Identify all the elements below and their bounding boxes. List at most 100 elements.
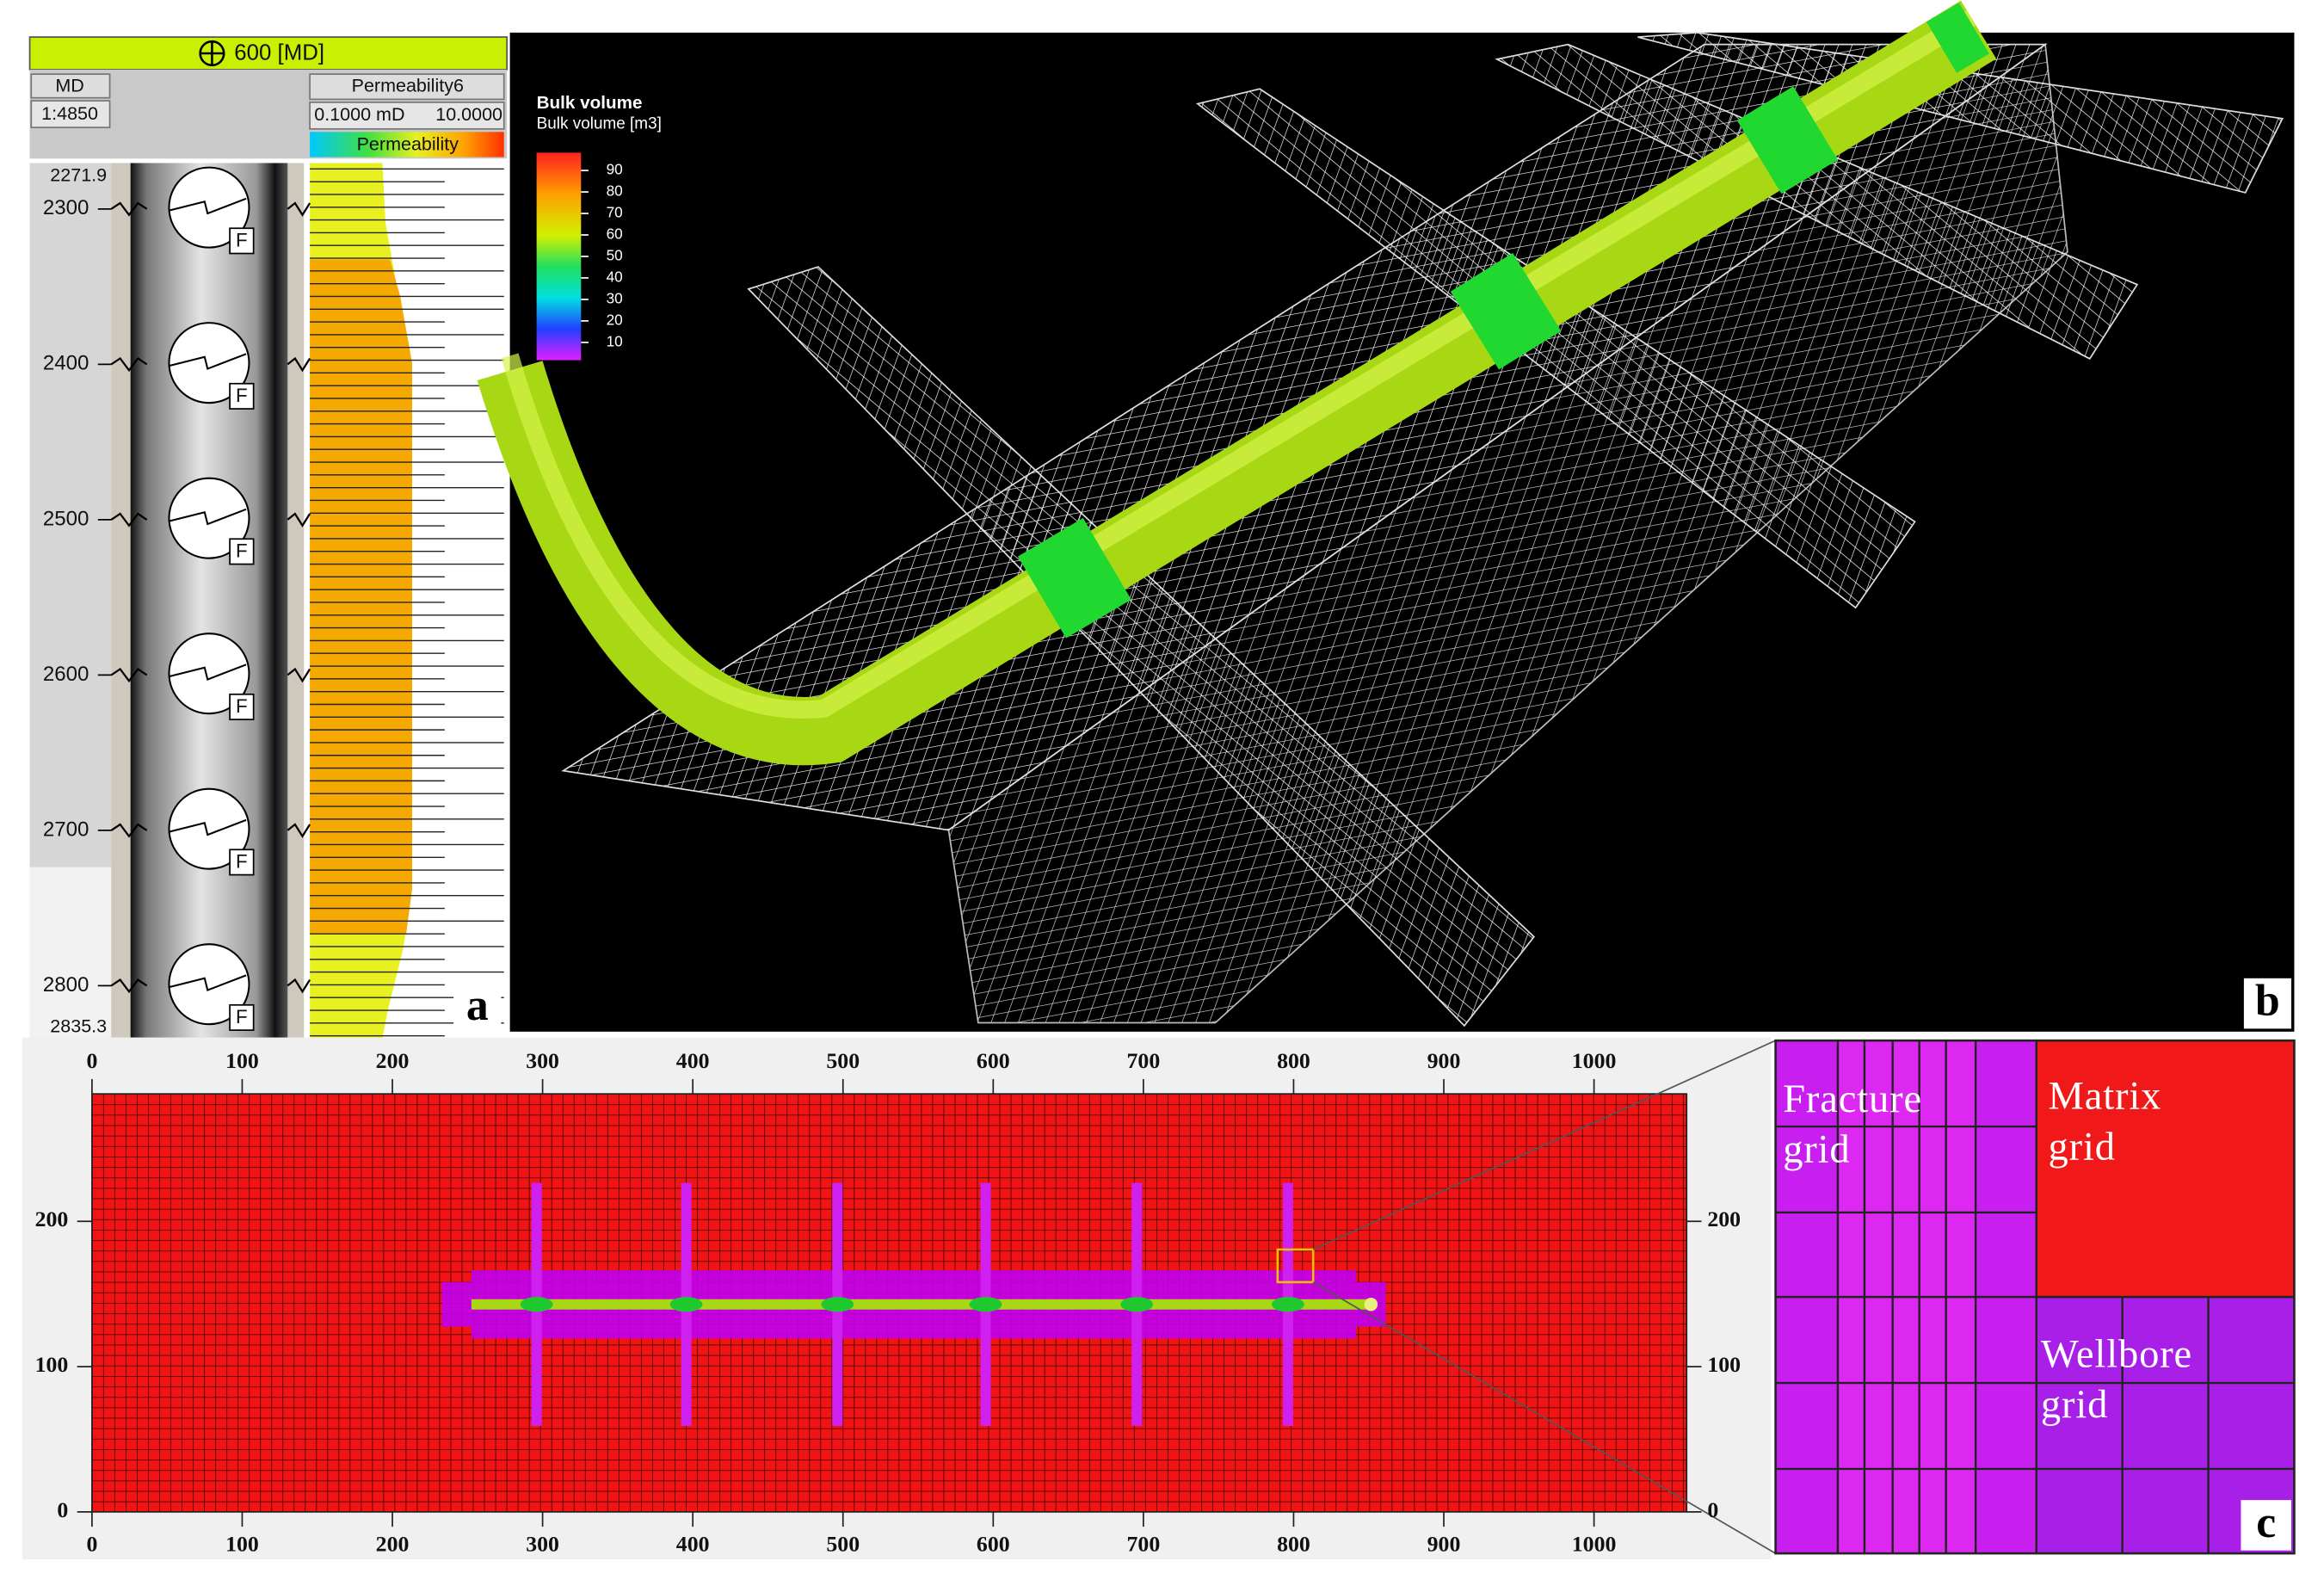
perforation-crack xyxy=(169,974,247,991)
depth-label: 2800 xyxy=(43,973,89,997)
top-depth: 2271.9 xyxy=(50,165,107,186)
perforation-tick xyxy=(110,978,311,994)
marker-box xyxy=(229,693,255,720)
marker-label: F xyxy=(236,1006,248,1028)
perforation-crack xyxy=(169,508,247,526)
marker-label: F xyxy=(236,385,248,406)
legend-subtitle: Bulk volume [m3] xyxy=(537,115,662,133)
zone-label: Matrix xyxy=(2049,1075,2162,1119)
marker-label: F xyxy=(236,540,248,562)
legend-tick-label: 10 xyxy=(607,332,623,349)
header-bar xyxy=(28,36,509,71)
legend-tick-label: 30 xyxy=(607,289,623,306)
well-toe xyxy=(1364,1297,1378,1311)
panel-label: b xyxy=(2255,977,2280,1026)
panel-label: c xyxy=(2256,1498,2276,1547)
zoom-box xyxy=(1276,1248,1315,1284)
bulk-colorbar xyxy=(536,152,582,361)
y-tick-label: 100 xyxy=(35,1352,69,1377)
zone-label: Fracture xyxy=(1783,1077,1922,1121)
log-name-box xyxy=(309,73,505,101)
log-range-box xyxy=(309,101,505,130)
log-max: 10.0000 xyxy=(435,104,502,125)
inset-border xyxy=(1774,1039,2296,1555)
x-tick-label: 200 xyxy=(376,1048,410,1073)
zone-label: grid xyxy=(2049,1125,2116,1169)
perm-colorbar xyxy=(310,132,504,157)
legend-tick-label: 90 xyxy=(607,161,623,178)
panel-b xyxy=(477,0,2295,1032)
x-tick-label: 100 xyxy=(225,1048,259,1073)
label-box xyxy=(453,984,502,1032)
perm-lines xyxy=(310,168,504,1037)
perm-fill-high xyxy=(310,259,412,935)
perforation-node xyxy=(969,1297,1002,1312)
x-tick-label: 900 xyxy=(1427,1048,1461,1073)
depth-label: 2400 xyxy=(43,352,89,375)
colorbar-label: Permeability xyxy=(357,133,459,154)
perforation-tick xyxy=(110,356,311,373)
marker-label: F xyxy=(236,851,248,873)
x-tick-label: 200 xyxy=(376,1531,410,1556)
wellbore-block-side xyxy=(947,43,2068,1024)
zone-label: grid xyxy=(1783,1128,1850,1172)
y-tick-label: 200 xyxy=(1707,1206,1741,1231)
label-box xyxy=(2243,978,2291,1029)
zone-label: Wellbore xyxy=(2041,1332,2192,1376)
perforation-crack xyxy=(169,197,247,215)
y-tick-label: 0 xyxy=(1707,1497,1718,1522)
well-tube-highlight xyxy=(501,9,1976,719)
perforation-tick xyxy=(110,667,311,683)
log-name: Permeability6 xyxy=(352,75,464,96)
depth-label: 2600 xyxy=(43,663,89,686)
legend-tick-label: 80 xyxy=(607,182,623,200)
perforation-tick xyxy=(110,201,311,217)
perforation-ring xyxy=(1926,3,1989,73)
x-tick-label: 1000 xyxy=(1572,1531,1617,1556)
bottom-depth: 2835.3 xyxy=(50,1015,107,1036)
inset-matrix xyxy=(2036,1040,2295,1298)
marker-box xyxy=(229,849,255,876)
scale-box xyxy=(30,100,111,128)
zone-label: grid xyxy=(2041,1383,2108,1427)
y-tick-label: 0 xyxy=(57,1497,68,1522)
perforation-crack xyxy=(169,663,247,681)
x-tick-label: 800 xyxy=(1277,1531,1310,1556)
zoom-line xyxy=(1312,1281,1777,1554)
wellbore-column xyxy=(130,163,288,1038)
legend-tick-label: 50 xyxy=(607,247,623,264)
legend-title: Bulk volume xyxy=(537,93,643,113)
marker-label: F xyxy=(236,695,248,717)
depth-label: 2300 xyxy=(43,196,89,219)
perforation-node xyxy=(520,1297,553,1312)
x-tick-label: 100 xyxy=(225,1531,259,1556)
marker-box xyxy=(229,227,255,255)
legend-tick-label: 70 xyxy=(607,204,623,221)
md-label: MD xyxy=(55,75,83,96)
perforation-node xyxy=(669,1297,703,1312)
perforation-crack xyxy=(169,353,247,370)
depth-track-lower xyxy=(29,867,112,1038)
inset-grid-lines xyxy=(1775,1040,2295,1554)
scale-label: 1:4850 xyxy=(41,103,98,124)
header-icon-cross xyxy=(200,41,225,65)
panel-a xyxy=(28,36,509,1038)
perforation-ring xyxy=(1450,252,1562,370)
x-tick-label: 1000 xyxy=(1572,1048,1617,1073)
y-tick-label: 200 xyxy=(35,1206,69,1231)
x-tick-label: 700 xyxy=(1127,1531,1161,1556)
x-tick-label: 700 xyxy=(1127,1048,1161,1073)
md-box xyxy=(30,73,111,99)
x-tick-label: 600 xyxy=(977,1048,1010,1073)
marker-box xyxy=(229,382,255,410)
perforation-crack xyxy=(169,818,247,836)
legend-tick-label: 40 xyxy=(607,268,623,286)
zoom-line xyxy=(1312,1040,1776,1250)
marker-box xyxy=(229,1003,255,1031)
perforation-ring xyxy=(1736,86,1838,194)
x-tick-label: 0 xyxy=(86,1531,97,1556)
x-tick-label: 400 xyxy=(676,1531,710,1556)
marker-label: F xyxy=(236,230,248,251)
perforation-ring xyxy=(1017,517,1131,639)
